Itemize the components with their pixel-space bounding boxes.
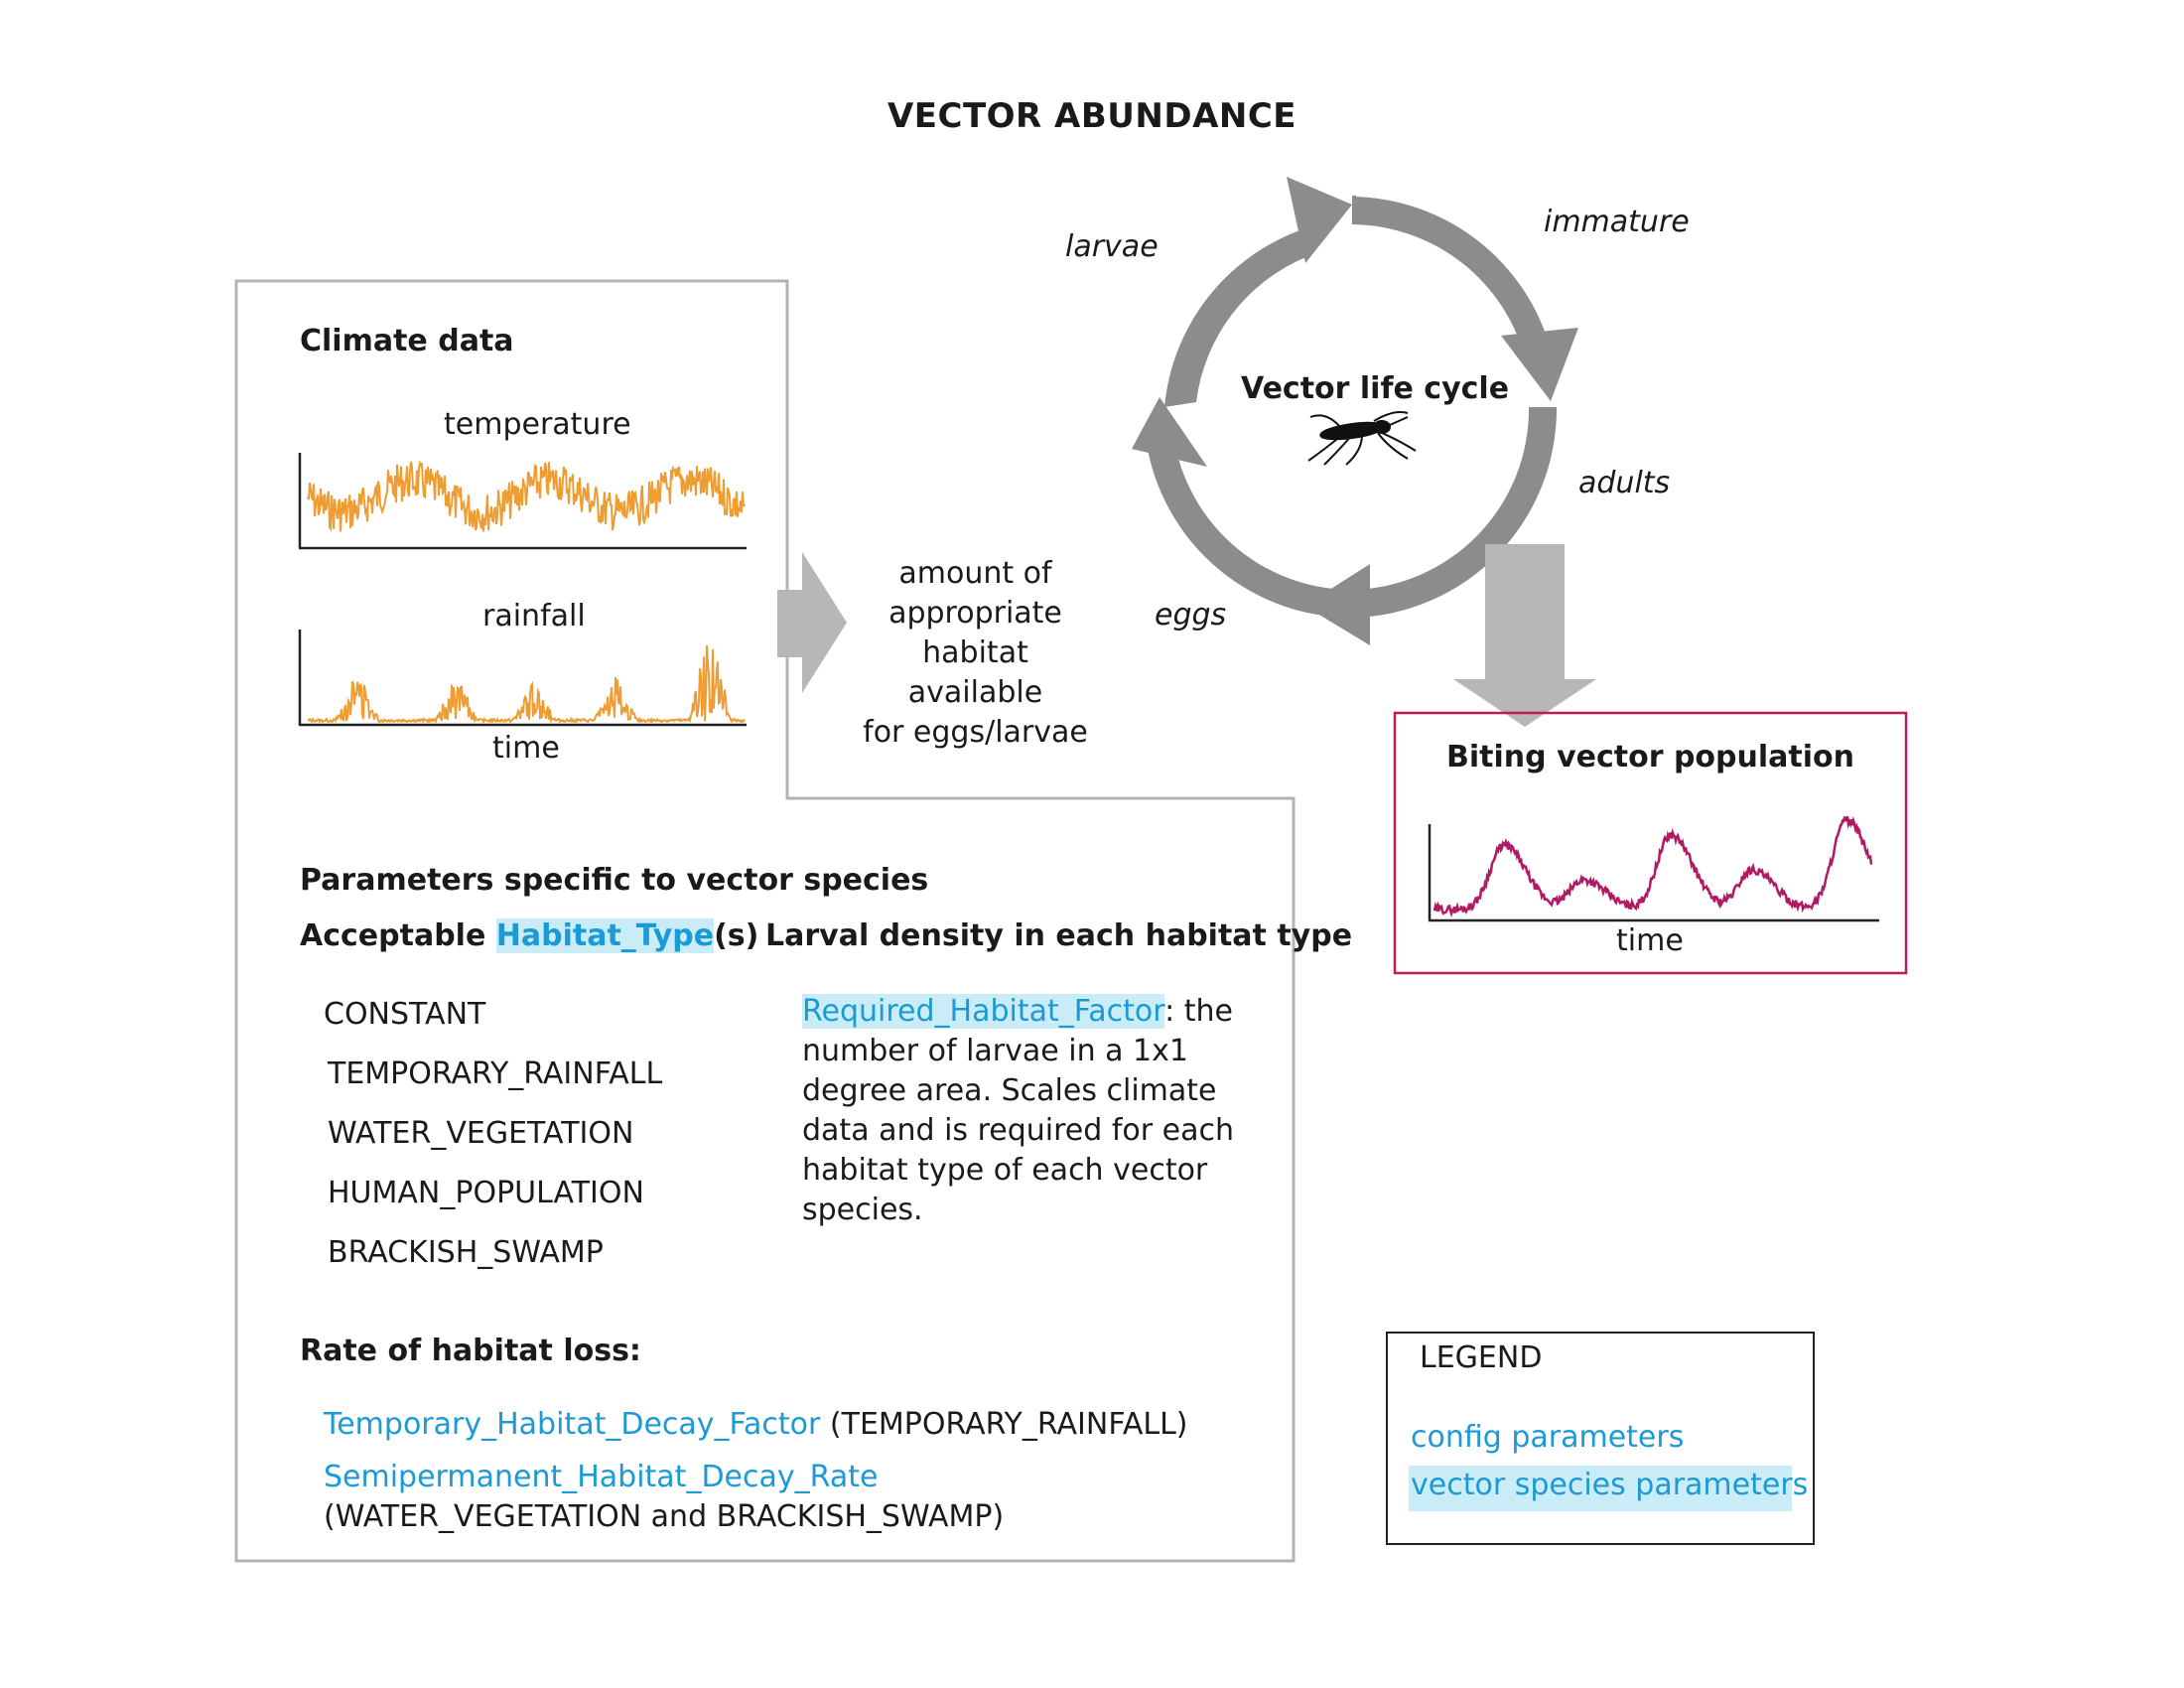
legend-title: LEGEND: [1420, 1340, 1543, 1375]
larval-desc-line: data and is required for each: [802, 1113, 1234, 1148]
legend-vector-species: vector species parameters: [1411, 1468, 1809, 1502]
legend-box: [1386, 1332, 1815, 1545]
habitat-type-item: HUMAN_POPULATION: [328, 1176, 644, 1210]
habitat-type-list: CONSTANT TEMPORARY_RAINFALL WATER_VEGETA…: [324, 985, 662, 1283]
stage-larvae: larvae: [1065, 229, 1159, 264]
habitat-type-item: BRACKISH_SWAMP: [328, 1235, 604, 1270]
habitat-type-param: Habitat_Type: [495, 918, 715, 953]
legend-config: config parameters: [1411, 1420, 1685, 1455]
habitat-text-line: appropriate: [888, 596, 1062, 631]
larval-desc-first: : the: [1164, 994, 1233, 1029]
habitat-type-item: TEMPORARY_RAINFALL: [328, 1056, 663, 1091]
parameters-box-outline: [234, 279, 1296, 1563]
semipermanent-decay-note: (WATER_VEGETATION and BRACKISH_SWAMP): [324, 1499, 1005, 1534]
habitat-type-suffix: (s): [714, 918, 759, 953]
stage-adults: adults: [1578, 466, 1671, 500]
larval-density-description: Required_Habitat_Factor: the number of l…: [802, 992, 1234, 1230]
habitat-text-line: for eggs/larvae: [863, 715, 1088, 750]
habitat-arrow: [777, 552, 847, 693]
temperature-label: temperature: [444, 407, 631, 442]
rainfall-chart-axes: [298, 630, 747, 727]
habitat-text-line: amount of: [898, 556, 1052, 591]
temporary-decay-note: (TEMPORARY_RAINFALL): [820, 1407, 1188, 1442]
legend-highlight-swatch: [1409, 1466, 1792, 1511]
rainfall-series: [307, 644, 746, 725]
larval-desc-line: habitat type of each vector: [802, 1153, 1208, 1188]
required-habitat-factor-param: Required_Habitat_Factor: [802, 994, 1165, 1029]
page-title: VECTOR ABUNDANCE: [887, 96, 1297, 136]
rainfall-label: rainfall: [482, 599, 586, 633]
stage-immature: immature: [1544, 205, 1690, 239]
biting-heading: Biting vector population: [1446, 740, 1854, 774]
habitat-text-line: habitat available: [907, 635, 1043, 710]
temperature-chart-axes: [298, 453, 747, 550]
temperature-series: [307, 460, 746, 532]
stage-eggs: eggs: [1155, 598, 1227, 633]
population-arrow: [1453, 544, 1596, 727]
climate-time-label: time: [492, 731, 560, 766]
habitat-type-heading: Acceptable Habitat_Type(s): [300, 918, 758, 953]
climate-heading: Climate data: [300, 324, 514, 358]
habitat-type-item: WATER_VEGETATION: [328, 1116, 634, 1151]
larval-density-heading: Larval density in each habitat type: [765, 918, 1353, 953]
biting-chart-axes: [1428, 824, 1879, 922]
biting-time-label: time: [1616, 923, 1684, 958]
parameters-heading: Parameters specific to vector species: [300, 863, 929, 898]
larval-desc-line: species.: [802, 1193, 923, 1227]
habitat-type-prefix: Acceptable: [300, 918, 496, 953]
biting-series: [1433, 815, 1873, 918]
semipermanent-decay-param: Semipermanent_Habitat_Decay_Rate: [324, 1460, 879, 1494]
habitat-type-item: CONSTANT: [324, 997, 486, 1032]
temporary-decay-param: Temporary_Habitat_Decay_Factor: [324, 1407, 821, 1442]
habitat-loss-heading: Rate of habitat loss:: [300, 1334, 641, 1368]
habitat-arrow-text: amount of appropriate habitat available …: [854, 554, 1097, 753]
larval-desc-line: number of larvae in a 1x1: [802, 1034, 1188, 1068]
mosquito-icon: [1307, 411, 1417, 466]
life-cycle-title: Vector life cycle: [1241, 371, 1510, 406]
biting-population-box: [1393, 711, 1908, 975]
temporary-decay-line: Temporary_Habitat_Decay_Factor (TEMPORAR…: [324, 1407, 1187, 1442]
larval-desc-line: degree area. Scales climate: [802, 1073, 1217, 1108]
life-cycle-arrows: [1132, 177, 1578, 645]
